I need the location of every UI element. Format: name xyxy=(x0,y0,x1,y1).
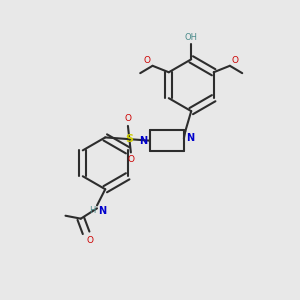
Text: S: S xyxy=(125,134,134,144)
Text: O: O xyxy=(232,56,238,64)
Text: N: N xyxy=(186,133,194,143)
Text: O: O xyxy=(128,155,134,164)
Text: N: N xyxy=(98,206,106,216)
Text: OH: OH xyxy=(185,33,198,42)
Text: O: O xyxy=(144,56,151,64)
Text: H: H xyxy=(89,206,96,215)
Text: O: O xyxy=(87,236,94,245)
Text: O: O xyxy=(124,114,131,123)
Text: N: N xyxy=(139,136,147,146)
